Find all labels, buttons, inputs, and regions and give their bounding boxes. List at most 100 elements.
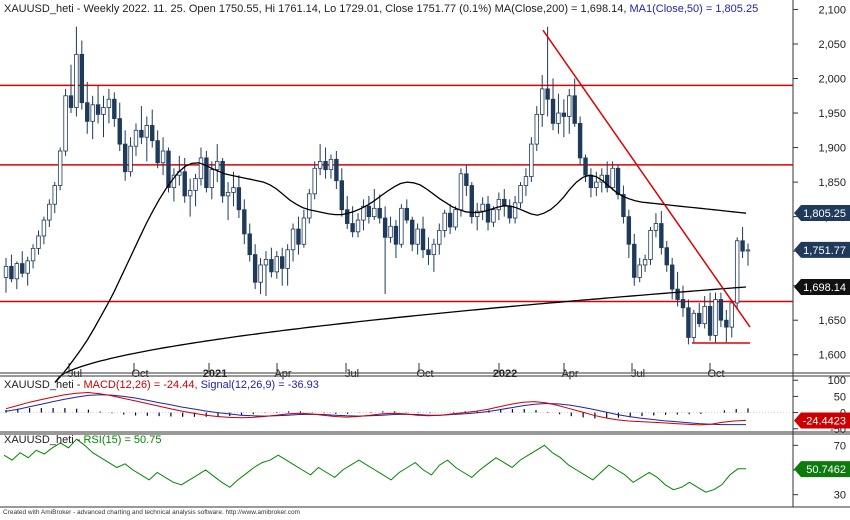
candle-body-up	[637, 264, 642, 278]
candle	[523, 168, 529, 196]
candle	[572, 78, 577, 127]
x-tick-label: 2022	[493, 368, 517, 380]
candle-body-up	[14, 263, 20, 280]
candle-body-down	[350, 223, 355, 233]
candle	[567, 88, 572, 134]
candle-body-down	[79, 53, 85, 104]
candle-body-up	[474, 210, 480, 218]
candle	[518, 182, 523, 209]
candle-body-down	[485, 203, 491, 223]
price-tick-label: 1,950	[818, 108, 846, 120]
candle-body-up	[74, 53, 79, 108]
rsi-line	[3, 438, 746, 493]
ma200-line	[54, 286, 747, 383]
candle	[399, 204, 404, 248]
candle-body-down	[204, 157, 209, 189]
candle	[588, 168, 594, 198]
candle	[79, 40, 85, 110]
candle-body-down	[247, 233, 252, 256]
candle-body-up	[263, 259, 269, 266]
candle	[155, 130, 160, 169]
macd-badge-bg	[794, 412, 850, 429]
candle-body-up	[63, 95, 68, 152]
candle	[150, 109, 155, 148]
candle	[144, 116, 150, 162]
candle	[366, 195, 372, 224]
candle	[691, 309, 697, 343]
candle-body-up	[57, 150, 63, 186]
candle-body-down	[280, 256, 285, 269]
rsi-badge-bg	[794, 461, 850, 478]
price-panel: 1,6001,6501,7001,7501,8001,8501,9001,950…	[0, 3, 850, 383]
candle	[604, 161, 610, 193]
candle-body-down	[393, 225, 399, 245]
macd-axis-badge: -24.4423	[794, 412, 850, 429]
candle	[25, 256, 30, 286]
candle	[512, 195, 518, 224]
candle-body-up	[437, 230, 442, 245]
rsi-axis-badge: 50.7462	[794, 461, 850, 478]
candle	[117, 102, 122, 152]
candle-body-down	[545, 88, 550, 100]
candle	[317, 144, 323, 176]
candle	[648, 226, 653, 265]
candle	[128, 137, 133, 177]
macd-label: MACD(12,26) = -24.44,	[83, 379, 200, 391]
candle-body-down	[740, 240, 745, 252]
price-badge: 1,805.25	[794, 204, 850, 221]
candle-body-up	[198, 157, 204, 180]
candle-body-up	[290, 228, 296, 251]
price-badge-label: 1,805.25	[803, 208, 846, 220]
candle-body-down	[236, 187, 242, 211]
rsi-series-line	[3, 438, 746, 493]
candle	[420, 216, 426, 259]
candle	[139, 106, 144, 145]
candle	[686, 299, 691, 345]
candle	[242, 199, 247, 245]
candle-body-down	[604, 174, 610, 189]
candle-body-up	[361, 205, 366, 221]
candle-body-up	[539, 88, 545, 115]
candle	[301, 209, 307, 248]
candle-body-up	[512, 202, 518, 219]
candle-body-up	[745, 249, 751, 252]
candle-body-up	[388, 225, 393, 238]
candle-body-up	[567, 95, 572, 117]
rsi-ticker: XAUUSD_heti	[4, 434, 74, 446]
rsi-panel: 705030 50.7462 XAUUSD_heti - RSI(15) = 5…	[3, 434, 850, 502]
candle-body-down	[366, 205, 372, 218]
candle-body-down	[117, 118, 122, 145]
candle-body-down	[334, 158, 339, 182]
candle	[52, 182, 57, 214]
rsi-label: RSI(15) = 50.75	[83, 434, 161, 446]
x-tick-label: Oct	[131, 368, 148, 380]
candle-body-down	[85, 102, 90, 122]
price-tick-label: 1,650	[818, 315, 846, 327]
price-tick-label: 2,100	[818, 4, 846, 16]
candle	[312, 161, 317, 200]
candle	[328, 154, 334, 179]
candle	[323, 147, 328, 179]
price-tick-label: 1,600	[818, 350, 846, 362]
candle-body-down	[577, 122, 583, 159]
price-tick-label: 2,050	[818, 39, 846, 51]
candle-body-down	[323, 160, 328, 171]
candle-body-up	[215, 160, 220, 171]
candle-body-up	[691, 312, 697, 338]
candle-body-up	[193, 178, 198, 191]
candle	[296, 216, 301, 255]
rsi-tick-label: 30	[834, 490, 846, 502]
candle-body-down	[675, 288, 680, 300]
x-tick-label: Oct	[707, 368, 724, 380]
candle-body-up	[534, 114, 539, 145]
candle-body-down	[220, 160, 225, 197]
price-ticker: XAUUSD_heti	[4, 3, 74, 15]
candle	[734, 237, 740, 310]
candle-body-up	[453, 209, 458, 228]
candle	[252, 244, 258, 290]
candle-body-down	[269, 259, 274, 273]
candle-body-up	[133, 129, 139, 147]
candle-body-up	[209, 169, 215, 189]
candle	[594, 171, 599, 196]
